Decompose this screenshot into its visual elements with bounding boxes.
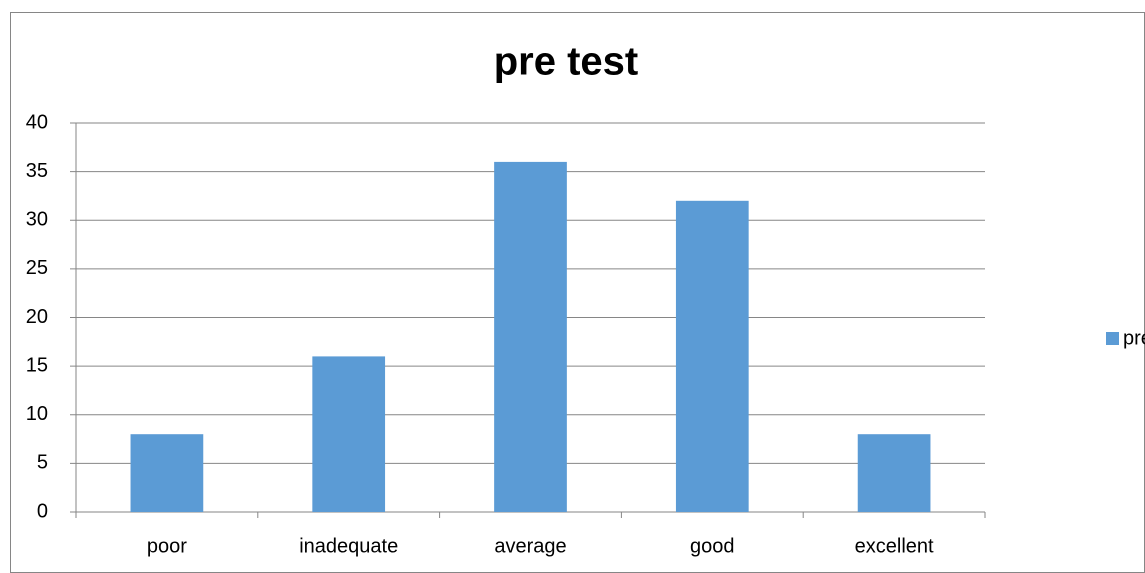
x-tick-label: inadequate <box>299 535 398 557</box>
bar <box>857 434 931 512</box>
x-tick-label: average <box>494 535 566 557</box>
y-tick-label: 15 <box>26 354 48 376</box>
y-tick-label: 20 <box>26 306 48 328</box>
legend-label: pre test <box>1123 327 1145 349</box>
legend-swatch <box>1106 332 1119 345</box>
y-tick-label: 25 <box>26 257 48 279</box>
y-tick-label: 10 <box>26 403 48 425</box>
y-tick-label: 5 <box>37 452 48 474</box>
y-tick-label: 35 <box>26 160 48 182</box>
x-tick-label: good <box>690 535 735 557</box>
y-tick-label: 0 <box>37 500 48 522</box>
y-tick-label: 30 <box>26 209 48 231</box>
x-tick-label: excellent <box>855 535 934 557</box>
bar <box>494 161 567 512</box>
bar <box>675 200 749 513</box>
y-tick-label: 40 <box>26 111 48 133</box>
bar <box>312 356 386 512</box>
x-tick-label: poor <box>147 535 187 557</box>
chart-title: pre test <box>494 40 639 84</box>
bar <box>130 434 204 512</box>
